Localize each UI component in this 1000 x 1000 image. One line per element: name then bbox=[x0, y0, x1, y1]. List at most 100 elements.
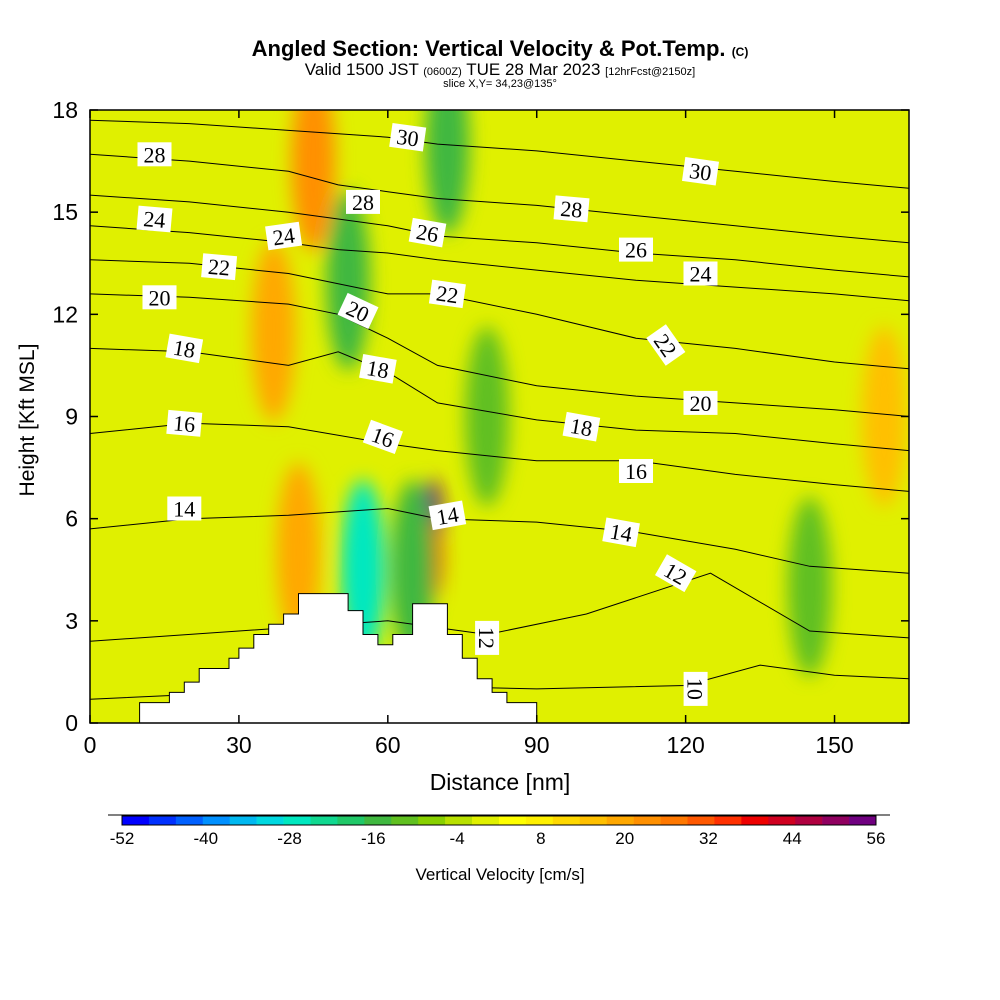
y-tick-label: 18 bbox=[52, 97, 78, 123]
contour-label-text: 14 bbox=[608, 519, 634, 547]
x-tick-label: 90 bbox=[524, 732, 550, 758]
contour-label-7: 26 bbox=[408, 217, 447, 248]
contour-30 bbox=[90, 119, 909, 189]
contour-label-text: 26 bbox=[625, 238, 647, 263]
forecast-info: [12hrFcst@2150z] bbox=[605, 66, 696, 78]
velocity-feature-2 bbox=[291, 110, 336, 252]
contour-label-text: 10 bbox=[683, 678, 708, 700]
contour-label-text: 26 bbox=[414, 219, 440, 247]
contour-12 bbox=[90, 572, 909, 642]
contour-label-bg bbox=[602, 517, 640, 548]
contour-label-bg bbox=[683, 390, 718, 415]
contour-label-bg bbox=[136, 205, 173, 233]
contour-label-0: 28 bbox=[137, 142, 172, 167]
contour-24 bbox=[90, 225, 909, 302]
colorbar-swatch bbox=[822, 816, 850, 825]
contour-label-bg bbox=[362, 419, 403, 454]
contour-label-text: 28 bbox=[352, 190, 374, 215]
contour-label-bg bbox=[683, 261, 718, 286]
contour-label-26: 12 bbox=[474, 620, 500, 655]
colorbar-swatch bbox=[472, 816, 500, 825]
velocity-feature-3 bbox=[251, 241, 296, 422]
colorbar-swatch bbox=[660, 816, 688, 825]
colorbar-swatch bbox=[229, 816, 257, 825]
x-tick-label: 150 bbox=[815, 732, 853, 758]
y-tick-label: 3 bbox=[65, 608, 78, 634]
contour-label-text: 22 bbox=[207, 254, 231, 281]
colorbar-swatch bbox=[337, 816, 365, 825]
contour-label-bg bbox=[562, 411, 601, 442]
valid-date: TUE 28 Mar 2023 bbox=[466, 60, 601, 79]
contour-label-21: 16 bbox=[619, 459, 653, 484]
colorbar-tick-label: -40 bbox=[194, 829, 219, 848]
slice-info: slice X,Y= 34,23@135° bbox=[443, 78, 557, 90]
colorbar-swatch bbox=[391, 816, 419, 825]
contour-label-text: 18 bbox=[365, 355, 391, 383]
colorbar-tick-label: -16 bbox=[361, 829, 386, 848]
contour-label-9: 22 bbox=[201, 253, 238, 281]
contour-label-text: 16 bbox=[625, 459, 647, 484]
colorbar-swatch bbox=[606, 816, 634, 825]
contour-label-bg bbox=[137, 142, 172, 167]
contour-label-bg bbox=[165, 333, 204, 364]
contour-label-bg bbox=[201, 253, 238, 281]
velocity-feature-9 bbox=[465, 326, 510, 507]
x-tick-label: 30 bbox=[226, 732, 252, 758]
contour-label-bg bbox=[142, 285, 177, 310]
colorbar-swatch bbox=[283, 816, 311, 825]
y-tick-label: 0 bbox=[65, 710, 78, 736]
contour-label-8: 26 bbox=[619, 237, 653, 263]
contour-label-10: 24 bbox=[683, 261, 718, 287]
contour-label-bg bbox=[359, 354, 397, 384]
contour-label-text: 22 bbox=[435, 280, 460, 308]
colorbar-tick-label: 32 bbox=[699, 829, 718, 848]
contour-label-3: 28 bbox=[346, 189, 380, 215]
contour-label-bg bbox=[166, 409, 203, 437]
contour-label-text: 12 bbox=[474, 627, 499, 649]
valid-utc: (0600Z) bbox=[423, 66, 462, 78]
contour-label-text: 24 bbox=[690, 262, 712, 287]
chart-subtitle: Valid 1500 JST (0600Z) TUE 28 Mar 2023 [… bbox=[304, 60, 696, 79]
y-tick-label: 9 bbox=[65, 404, 78, 430]
contour-label-1: 30 bbox=[389, 122, 427, 152]
colorbar-swatch bbox=[175, 816, 204, 825]
contour-label-5: 24 bbox=[136, 205, 173, 233]
y-axis-label: Height [Kft MSL] bbox=[16, 344, 39, 497]
chart-titles: Angled Section: Vertical Velocity & Pot.… bbox=[0, 0, 1000, 100]
chart-title: Angled Section: Vertical Velocity & Pot.… bbox=[251, 36, 749, 61]
colorbar-swatch bbox=[310, 816, 338, 825]
contour-label-text: 30 bbox=[395, 124, 420, 152]
colorbar-tick-label: 44 bbox=[783, 829, 802, 848]
contour-label-bg bbox=[408, 217, 447, 248]
contour-label-16: 18 bbox=[359, 354, 397, 384]
colorbar-swatch bbox=[795, 816, 823, 825]
contour-label-bg bbox=[337, 292, 379, 329]
contour-label-text: 20 bbox=[149, 285, 171, 310]
contour-label-bg bbox=[654, 554, 697, 593]
contour-label-text: 24 bbox=[142, 206, 166, 233]
contour-label-bg bbox=[475, 620, 500, 655]
colorbar-swatch bbox=[148, 816, 177, 825]
x-tick-label: 120 bbox=[666, 732, 704, 758]
contour-label-text: 20 bbox=[690, 391, 712, 416]
colorbar-swatch bbox=[633, 816, 661, 825]
contour-label-text: 28 bbox=[559, 196, 583, 223]
contour-label-bg bbox=[619, 459, 653, 483]
colorbar: -52 -40 -28 -16 -4 8 20 32 44 56 bbox=[108, 814, 890, 848]
contour-label-17: 20 bbox=[683, 390, 718, 416]
colorbar-tick-label: -28 bbox=[277, 829, 302, 848]
colorbar-frame bbox=[121, 815, 877, 826]
contour-label-text: 16 bbox=[172, 410, 196, 437]
colorbar-tick-label: -4 bbox=[450, 829, 465, 848]
colorbar-swatch bbox=[418, 816, 446, 825]
contour-label-bg bbox=[167, 496, 202, 521]
x-tick-label: 60 bbox=[375, 732, 401, 758]
contour-label-bg bbox=[389, 122, 427, 152]
colorbar-swatch bbox=[256, 816, 284, 825]
contour-label-24: 14 bbox=[602, 517, 640, 548]
colorbar-swatch bbox=[122, 816, 150, 825]
contour-label-11: 20 bbox=[142, 285, 177, 310]
contour-label-27: 10 bbox=[683, 671, 708, 706]
contour-20 bbox=[90, 293, 909, 417]
